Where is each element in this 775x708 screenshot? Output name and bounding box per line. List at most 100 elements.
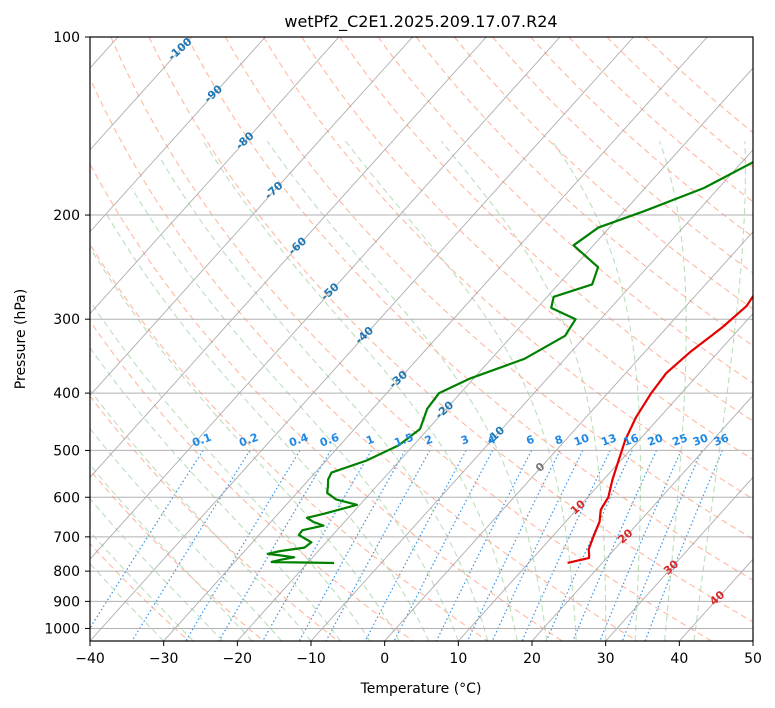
mixing-ratio-label: 0.1 [190, 431, 213, 450]
dry-adiabat-line [415, 37, 753, 347]
mixing-ratio-line [325, 450, 431, 641]
mixing-ratio-line [491, 450, 584, 641]
moist-adiabat-line [202, 140, 518, 641]
dry-adiabat-line [148, 37, 753, 623]
isotherm-line [90, 37, 634, 641]
moist-adiabat-line [90, 427, 282, 641]
moist-adiabat-line [106, 214, 430, 641]
y-tick-label: 700 [53, 530, 80, 546]
moist-adiabat-line [90, 530, 194, 641]
mixing-ratio-label: 36 [712, 431, 731, 449]
x-tick-label: −40 [75, 651, 105, 667]
mixing-ratio-label: 8 [553, 433, 565, 448]
mixing-ratio-label: 0.2 [237, 431, 260, 450]
isotherm-line [90, 37, 487, 478]
mixing-ratio-label: 0.4 [287, 431, 310, 450]
y-axis-ticks: 100 200 300 400 500 600 700 800 900 1000 [44, 30, 90, 637]
x-axis-label: Temperature (°C) [360, 681, 482, 697]
mixing-ratio-label: 10 [572, 431, 591, 449]
y-tick-label: 1000 [44, 621, 80, 637]
x-tick-label: 20 [523, 651, 541, 667]
dry-adiabat-line [568, 37, 753, 203]
isotherm-line [90, 37, 340, 315]
moist-adiabat-line [90, 299, 371, 641]
dry-adiabat-line [339, 37, 753, 422]
x-axis-ticks: −40 −30 −20 −10 0 10 20 30 40 50 [75, 641, 762, 667]
moist-adiabat-line [159, 157, 489, 641]
dry-adiabat-line [90, 76, 638, 641]
mixing-ratio-label: 3 [459, 433, 471, 448]
isotherm-line [90, 37, 561, 560]
dry-adiabat-line [492, 37, 753, 274]
isotherm-line [310, 149, 753, 641]
mixing-ratio-line [185, 450, 301, 641]
moist-adiabat-line [90, 463, 253, 641]
mixing-ratio-label: 30 [691, 431, 710, 449]
plot-area: -100-90-80-70-60-50-40-30-20-10010203040… [90, 35, 753, 641]
mixing-ratio-line [644, 450, 723, 641]
dry-adiabat-line [263, 37, 753, 500]
mixing-ratio-label: 6 [525, 433, 537, 448]
isotherm-lines [90, 37, 753, 641]
profile-lines [266, 161, 753, 565]
dry-adiabat-line [377, 37, 753, 384]
dry-adiabat-line [90, 320, 414, 641]
line-labels: -100-90-80-70-60-50-40-30-20-10010203040… [165, 35, 731, 608]
isotherm-line [90, 37, 266, 233]
dry-adiabat-line [90, 162, 563, 641]
dry-adiabat-line [90, 395, 339, 641]
isobar-gridlines [90, 37, 753, 629]
y-tick-label: 500 [53, 443, 80, 459]
x-tick-label: 50 [744, 651, 762, 667]
dry-adiabat-line [90, 243, 488, 641]
y-tick-label: 200 [53, 208, 80, 224]
moist-adiabat-line [266, 140, 548, 641]
dry-adiabat-line [530, 37, 753, 238]
isotherm-line [605, 476, 753, 641]
mixing-ratio-line [521, 450, 611, 641]
isotherm-label: -100 [165, 35, 194, 63]
isotherm-line [163, 37, 708, 641]
mixing-ratio-lines [90, 450, 723, 641]
mixing-ratio-line [90, 450, 204, 630]
y-tick-label: 400 [53, 386, 80, 402]
temperature-profile-line [567, 294, 753, 565]
dry-adiabat-line [644, 37, 753, 134]
mixing-ratio-label: 2 [423, 433, 435, 448]
moist-adiabat-line [90, 346, 341, 641]
y-tick-label: 800 [53, 564, 80, 580]
chart-title: wetPf2_C2E1.2025.209.17.07.R24 [284, 12, 557, 32]
mixing-ratio-line [466, 450, 561, 641]
mixing-ratio-label: 16 [622, 431, 641, 449]
moist-adiabat-lines [90, 140, 746, 641]
isotherm-line [678, 558, 753, 641]
x-tick-label: −30 [149, 651, 179, 667]
moist-adiabat-line [90, 498, 223, 641]
dry-adiabat-lines [90, 37, 753, 641]
mixing-ratio-line [572, 450, 658, 641]
moist-adiabat-line [693, 141, 746, 641]
x-tick-label: 40 [670, 651, 688, 667]
mixing-ratio-label: 20 [646, 431, 665, 449]
mixing-ratio-label: 25 [671, 431, 690, 448]
x-tick-label: 30 [597, 651, 615, 667]
y-tick-label: 600 [53, 490, 80, 506]
isotherm-line [457, 312, 753, 641]
dry-adiabat-line [301, 37, 753, 461]
x-tick-label: 10 [449, 651, 467, 667]
mixing-ratio-line [364, 450, 467, 641]
x-tick-label: −20 [223, 651, 253, 667]
dry-adiabat-line [90, 469, 264, 641]
dry-adiabat-line [453, 37, 753, 310]
mixing-ratio-line [621, 450, 703, 641]
moist-adiabat-line [131, 187, 459, 641]
plot-frame [89, 36, 754, 642]
mixing-ratio-label: 1.5 [393, 431, 416, 450]
isotherm-line [90, 37, 413, 397]
y-axis-label: Pressure (hPa) [13, 289, 29, 389]
dry-adiabat-line [186, 37, 753, 581]
mixing-ratio-line [131, 450, 251, 641]
isotherm-line [384, 231, 753, 641]
moist-adiabat-line [90, 246, 400, 641]
dewpoint-profile-line [266, 161, 753, 565]
